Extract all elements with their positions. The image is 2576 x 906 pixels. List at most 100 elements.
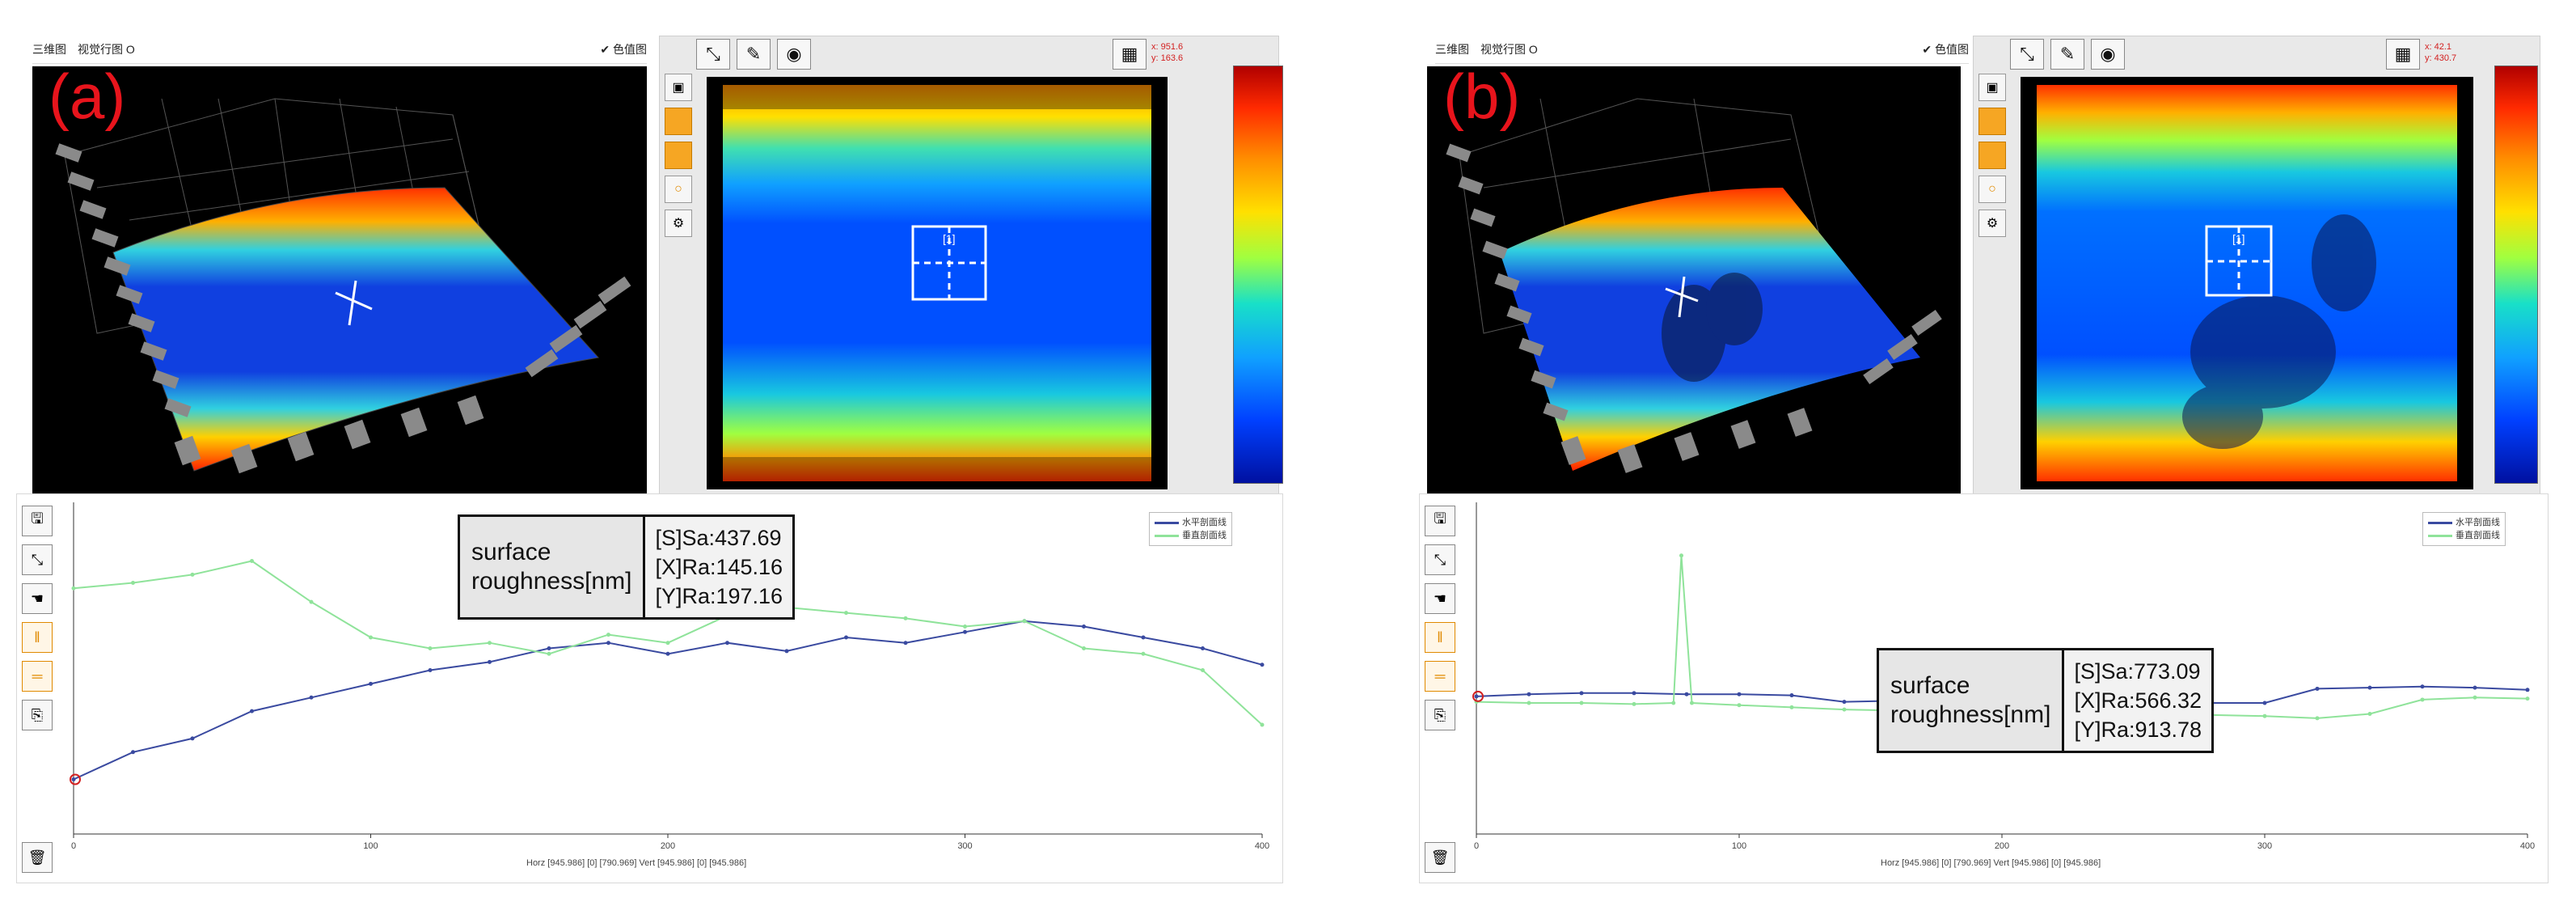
vertical-cursor-icon[interactable]: ‖	[22, 622, 53, 653]
fit-view-icon[interactable]: ⤡	[2010, 39, 2044, 70]
data-point	[1141, 651, 1146, 656]
image-icon[interactable]: ▣	[665, 74, 692, 101]
horizontal-cursor-icon[interactable]: ═	[1425, 661, 1455, 692]
data-point	[2315, 716, 2320, 721]
data-point	[2315, 686, 2320, 691]
color-tool-2[interactable]	[1978, 142, 2006, 169]
data-point	[250, 709, 254, 713]
x-tick-label: 300	[957, 841, 972, 851]
hand-pan-icon[interactable]: ☚	[1425, 583, 1455, 614]
heatmap-panel: ⤡ ✎ ◉ ▦ x: 42.1 y: 430.7 ▣ ○ ⚙	[1973, 36, 2540, 497]
3d-surface-view[interactable]	[32, 66, 647, 495]
data-point	[1527, 692, 1531, 696]
view-option-radio[interactable]: 视觉行图 O	[1480, 43, 1538, 56]
colormap-checkbox[interactable]: ✔ 色值图	[600, 43, 647, 56]
graph-tools: 🖫 ⤡ ☚ ‖ ═ ⎘	[20, 506, 54, 730]
circle-icon[interactable]: ○	[1978, 176, 2006, 203]
cursor-marker	[70, 773, 81, 785]
export-icon[interactable]: ⎘	[22, 700, 53, 730]
data-point	[665, 641, 670, 646]
colormap-checkbox[interactable]: ✔ 色值图	[1922, 43, 1969, 56]
heatmap-toolbar: ⤡ ✎ ◉	[696, 36, 1173, 72]
height-map-image[interactable]: [1]	[707, 77, 1168, 489]
roughness-label: surface roughness[nm]	[460, 517, 646, 617]
crosshair-cursor	[335, 280, 373, 326]
heatmap-side-tools: ▣ ○ ⚙	[1976, 74, 2008, 237]
data-point	[2262, 701, 2267, 705]
x-tick-label: 200	[1995, 841, 2009, 851]
data-point	[1579, 701, 1584, 705]
data-point	[1789, 693, 1794, 698]
data-point	[71, 586, 76, 591]
data-point	[250, 559, 254, 563]
data-point	[784, 649, 789, 654]
roughness-values: [S]Sa:437.69 [X]Ra:145.16 [Y]Ra:197.16	[645, 517, 793, 617]
data-point	[1789, 705, 1794, 709]
view-mode-select[interactable]: 三维图	[1435, 43, 1469, 56]
xra-value: [X]Ra:566.32	[2074, 688, 2202, 713]
data-point	[131, 750, 135, 755]
legend-item-vertical: 垂直剖面线	[1182, 531, 1227, 540]
data-point	[190, 736, 195, 741]
data-point	[547, 651, 551, 656]
image-icon[interactable]: ▣	[1978, 74, 2006, 101]
data-point	[1201, 646, 1205, 650]
draw-pen-icon[interactable]: ✎	[737, 39, 771, 70]
export-icon[interactable]: ⎘	[1425, 700, 1455, 730]
cursor-marker	[1472, 690, 1484, 702]
view-toolbar: 三维图 视觉行图 O ✔ 色值图	[32, 36, 647, 64]
data-point	[844, 635, 848, 640]
calculator-icon[interactable]: ▦	[2386, 39, 2420, 70]
x-tick-label: 400	[1255, 841, 1269, 851]
roi-marker	[2205, 225, 2273, 297]
data-point	[963, 624, 967, 629]
data-point	[1632, 691, 1636, 696]
view-toolbar: 三维图 视觉行图 O ✔ 色值图	[1435, 36, 1969, 64]
3d-surface-view[interactable]	[1427, 66, 1961, 495]
data-point	[1690, 701, 1694, 705]
data-point	[903, 616, 908, 620]
horizontal-cursor-icon[interactable]: ═	[22, 661, 53, 692]
x-tick-label: 0	[71, 841, 76, 851]
circle-icon[interactable]: ○	[665, 176, 692, 203]
color-scale-bar	[2491, 56, 2543, 493]
color-tool-1[interactable]	[665, 108, 692, 135]
settings-icon[interactable]: ⚙	[665, 210, 692, 237]
trash-icon[interactable]: 🗑	[1425, 842, 1455, 873]
data-point	[190, 572, 195, 577]
trash-icon[interactable]: 🗑	[22, 842, 53, 873]
x-tick-label: 0	[1474, 841, 1479, 851]
panel-b: 三维图 视觉行图 O ✔ 色值图	[1419, 18, 2567, 890]
save-icon[interactable]: 🖫	[22, 506, 53, 536]
settings-icon[interactable]: ⚙	[1978, 210, 2006, 237]
height-map-image[interactable]: [1]	[2021, 77, 2473, 489]
roughness-values: [S]Sa:773.09 [X]Ra:566.32 [Y]Ra:913.78	[2064, 650, 2212, 751]
data-point	[2420, 684, 2425, 689]
save-icon[interactable]: 🖫	[1425, 506, 1455, 536]
panel-letter: (a)	[49, 61, 126, 132]
fit-view-icon[interactable]: ⤡	[696, 39, 730, 70]
draw-pen-icon[interactable]: ✎	[2050, 39, 2084, 70]
data-point	[71, 777, 76, 781]
data-point	[488, 641, 492, 646]
vertical-cursor-icon[interactable]: ‖	[1425, 622, 1455, 653]
data-point	[369, 635, 373, 640]
data-point	[2473, 685, 2477, 690]
chart-legend: 水平剖面线 垂直剖面线	[1149, 512, 1232, 546]
view-option-radio[interactable]: 视觉行图 O	[78, 43, 135, 56]
data-point	[2262, 713, 2267, 718]
fit-view-icon[interactable]: ⤡	[22, 544, 53, 575]
legend-item-horizontal: 水平剖面线	[1182, 518, 1227, 527]
fit-view-icon[interactable]: ⤡	[1425, 544, 1455, 575]
calculator-icon[interactable]: ▦	[1113, 39, 1147, 70]
profile-graph: 🖫 ⤡ ☚ ‖ ═ ⎘ 🗑 0 100 200 300 400 水平剖面线 垂直剖面线 …	[1419, 493, 2549, 883]
data-point	[2420, 697, 2425, 702]
target-icon[interactable]: ◉	[777, 39, 811, 70]
color-tool-2[interactable]	[665, 142, 692, 169]
hand-pan-icon[interactable]: ☚	[22, 583, 53, 614]
color-tool-1[interactable]	[1978, 108, 2006, 135]
view-mode-select[interactable]: 三维图	[32, 43, 66, 56]
svg-text:[1]: [1]	[943, 232, 956, 245]
data-point	[1737, 692, 1742, 696]
target-icon[interactable]: ◉	[2091, 39, 2125, 70]
